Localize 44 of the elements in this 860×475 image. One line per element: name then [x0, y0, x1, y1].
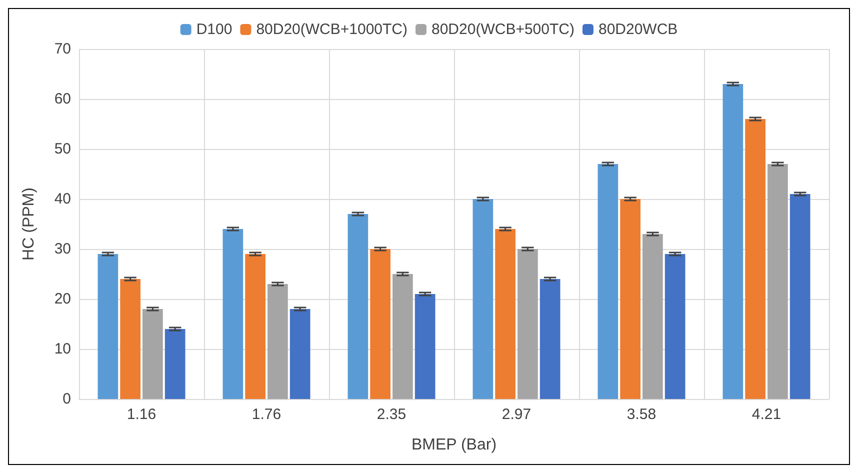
y-tick-label: 60: [54, 90, 71, 108]
legend-label: D100: [196, 21, 232, 38]
bar: [414, 294, 436, 399]
x-axis-title: BMEP (Bar): [411, 436, 497, 454]
bar: [495, 229, 516, 399]
bar: [142, 309, 163, 399]
bar: [642, 234, 663, 399]
bar: [620, 199, 640, 399]
bar: [664, 254, 686, 399]
y-tick-label: 40: [54, 190, 71, 208]
y-tick-label: 30: [54, 240, 71, 258]
bar: [268, 284, 288, 399]
bar: [722, 84, 744, 399]
bar: [98, 254, 118, 399]
x-tick-label: 1.16: [126, 406, 156, 423]
x-tick-label: 4.21: [752, 406, 782, 423]
bar: [768, 164, 788, 399]
legend-label: 80D20(WCB+500TC): [432, 21, 574, 38]
bar: [164, 329, 186, 399]
bar: [518, 249, 538, 399]
x-tick-label: 2.35: [376, 406, 406, 423]
bar: [222, 229, 244, 399]
x-tick-label: 1.76: [252, 406, 282, 423]
bar: [370, 249, 390, 399]
bar: [790, 194, 810, 399]
bar: [348, 214, 368, 399]
y-tick-label: 0: [62, 390, 71, 408]
bar: [120, 279, 140, 399]
bar: [472, 199, 494, 399]
y-tick-label: 70: [54, 40, 71, 58]
bar: [245, 254, 266, 399]
y-tick-label: 50: [54, 140, 71, 158]
x-tick-label: 3.58: [626, 406, 656, 423]
bar: [745, 119, 766, 399]
x-tick-label: 2.97: [502, 406, 532, 423]
legend-label: 80D20(WCB+1000TC): [256, 21, 408, 38]
y-axis-title: HC (PPM): [20, 188, 38, 260]
bar: [598, 164, 618, 399]
legend-label: 80D20WCB: [598, 21, 678, 38]
bar: [392, 274, 413, 399]
bar: [540, 279, 560, 399]
y-tick-label: 10: [54, 340, 71, 358]
bar: [290, 309, 310, 399]
y-tick-label: 20: [54, 290, 71, 308]
